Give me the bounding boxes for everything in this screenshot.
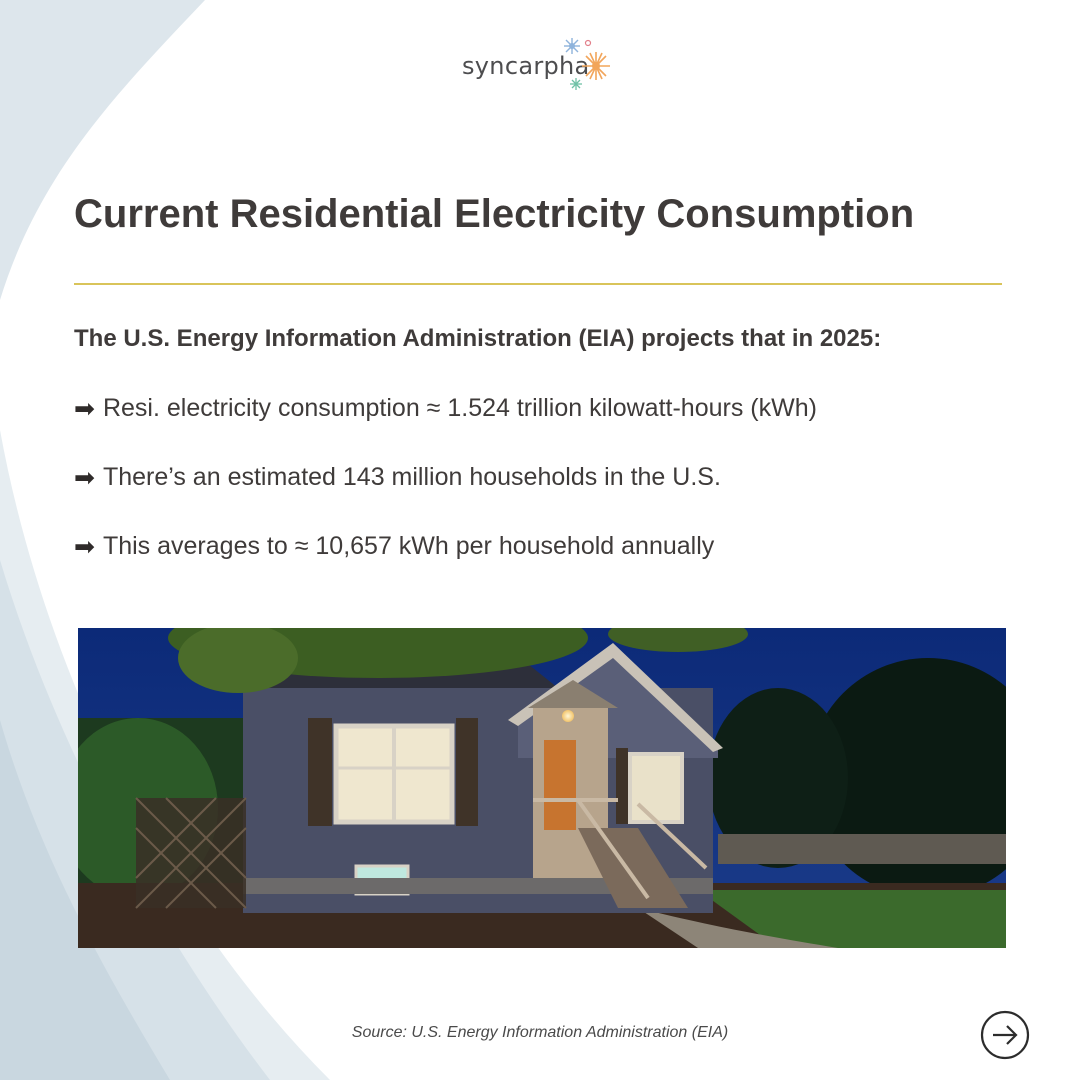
arrow-right-circle-icon: [980, 1010, 1030, 1060]
house-photo: [78, 628, 1006, 948]
title-divider: [74, 283, 1002, 285]
brand-name: syncarpha: [462, 52, 590, 80]
intro-text: The U.S. Energy Information Administrati…: [74, 325, 882, 352]
list-item: ➡ This averages to ≈ 10,657 kWh per hous…: [74, 532, 817, 601]
source-citation: Source: U.S. Energy Information Administ…: [351, 1024, 729, 1041]
bullet-text: Resi. electricity consumption ≈ 1.524 tr…: [102, 394, 817, 422]
next-button[interactable]: [980, 1010, 1030, 1060]
starburst-flower-icon: [564, 38, 610, 90]
list-item: ➡ There’s an estimated 143 million house…: [74, 463, 817, 532]
arrow-right-icon: ➡: [74, 395, 95, 423]
page-title: Current Residential Electricity Consumpt…: [74, 192, 915, 236]
arrow-right-icon: ➡: [74, 533, 95, 561]
bullet-list: ➡ Resi. electricity consumption ≈ 1.524 …: [74, 394, 817, 601]
bullet-text: There’s an estimated 143 million househo…: [102, 463, 721, 491]
list-item: ➡ Resi. electricity consumption ≈ 1.524 …: [74, 394, 817, 463]
bullet-text: This averages to ≈ 10,657 kWh per househ…: [102, 532, 715, 560]
brand-logo: syncarpha: [462, 34, 622, 94]
arrow-right-icon: ➡: [74, 464, 95, 492]
